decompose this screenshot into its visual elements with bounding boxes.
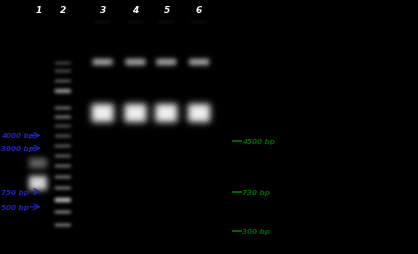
Text: 1: 1	[36, 6, 42, 15]
Text: con gli enzin: con gli enzin	[262, 195, 324, 205]
Text: 300 bp: 300 bp	[242, 228, 270, 234]
Text: Lane 2: Mar: Lane 2: Mar	[262, 127, 320, 137]
Text: 3: 3	[100, 6, 106, 15]
Text: Lanes 3-6:: Lanes 3-6:	[262, 161, 313, 171]
Text: 750 bp: 750 bp	[1, 189, 29, 195]
Text: SP/PHY/OC: SP/PHY/OC	[262, 59, 325, 69]
Text: 4: 4	[133, 6, 139, 15]
Text: pUC19::LeE: pUC19::LeE	[262, 42, 329, 52]
Text: NcoI e Cfr9: NcoI e Cfr9	[262, 76, 327, 86]
Text: intero.: intero.	[262, 110, 293, 120]
Text: 2: 2	[60, 6, 66, 15]
Text: 500 bp: 500 bp	[1, 204, 29, 210]
Text: 3000 bp: 3000 bp	[1, 146, 34, 152]
Text: Kb Fermenta: Kb Fermenta	[262, 144, 325, 154]
Text: del plasmide: del plasmide	[262, 25, 338, 35]
Text: Plasmide dig: Plasmide dig	[262, 178, 325, 188]
Text: Lane 1: Plas: Lane 1: Plas	[262, 93, 321, 103]
Text: NcoI e  Cfr9: NcoI e Cfr9	[262, 212, 319, 222]
Text: 4000 bp: 4000 bp	[1, 133, 34, 139]
Text: Fig 15 - Dig: Fig 15 - Dig	[262, 8, 330, 18]
Text: 5: 5	[163, 6, 170, 15]
Text: 4500 bp: 4500 bp	[242, 138, 275, 144]
Text: 730 bp: 730 bp	[242, 189, 270, 195]
Text: 6: 6	[196, 6, 202, 15]
